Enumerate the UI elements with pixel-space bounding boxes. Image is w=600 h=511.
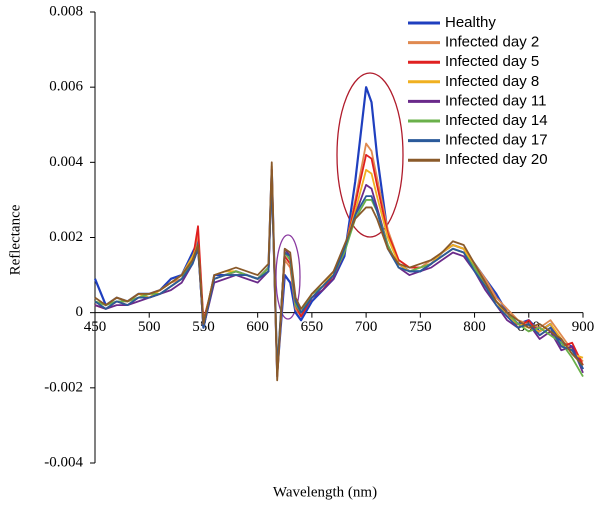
y-tick-label: 0.004: [49, 154, 83, 170]
legend-label: Infected day 5: [445, 53, 539, 70]
highlight-ellipse: [336, 72, 404, 238]
legend-label: Healthy: [445, 14, 496, 31]
y-tick-label: 0: [76, 304, 84, 320]
x-tick-label: 800: [463, 319, 486, 335]
legend-label: Infected day 8: [445, 73, 539, 90]
y-axis-title: Reflectance: [7, 204, 23, 275]
x-tick-label: 650: [301, 319, 324, 335]
x-tick-label: 500: [138, 319, 161, 335]
legend-label: Infected day 2: [445, 34, 539, 51]
x-tick-label: 750: [409, 319, 432, 335]
x-axis-title: Wavelength (nm): [273, 484, 377, 500]
x-tick-label: 700: [355, 319, 378, 335]
y-tick-label: -0.002: [44, 379, 83, 395]
series-line: [94, 172, 584, 378]
legend-label: Infected day 11: [445, 92, 546, 109]
y-tick-label: 0.008: [49, 3, 83, 19]
x-tick-label: 600: [246, 319, 269, 335]
series-line: [94, 176, 584, 370]
legend-label: Infected day 14: [445, 112, 548, 129]
series-line: [94, 161, 584, 382]
legend-label: Infected day 17: [445, 132, 548, 149]
y-tick-label: 0.002: [49, 229, 83, 245]
series-line: [94, 176, 584, 378]
x-tick-label: 450: [84, 319, 107, 335]
legend-label: Infected day 20: [445, 151, 548, 168]
y-tick-label: -0.004: [44, 454, 83, 470]
highlight-ellipse: [275, 234, 301, 320]
y-tick-label: 0.006: [49, 79, 83, 95]
legend: Healthy Infected day 2 Infected day 5 Infec…: [408, 14, 548, 168]
x-tick-label: 900: [572, 319, 595, 335]
